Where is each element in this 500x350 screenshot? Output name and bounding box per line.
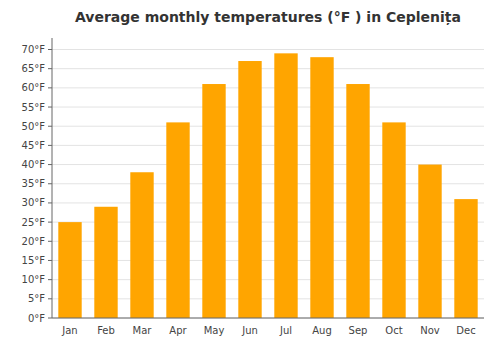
x-tick-label: Jul bbox=[279, 325, 292, 336]
x-tick-label: Aug bbox=[312, 325, 332, 336]
bar bbox=[382, 122, 405, 318]
bar bbox=[58, 222, 81, 318]
x-tick-label: Jan bbox=[61, 325, 77, 336]
y-tick bbox=[48, 318, 52, 319]
y-tick-label: 0°F bbox=[28, 313, 45, 324]
y-tick bbox=[48, 68, 52, 69]
bar bbox=[418, 165, 441, 318]
bar bbox=[274, 53, 297, 318]
bars bbox=[58, 53, 477, 318]
x-axis-line bbox=[52, 318, 484, 319]
x-tick-label: May bbox=[204, 325, 225, 336]
bar bbox=[166, 122, 189, 318]
grid-line bbox=[52, 49, 484, 50]
y-tick-label: 30°F bbox=[22, 197, 46, 208]
x-tick-label: Nov bbox=[420, 325, 440, 336]
bar bbox=[94, 207, 117, 318]
y-axis-line bbox=[52, 38, 53, 318]
x-tick-label: Apr bbox=[169, 325, 187, 336]
y-tick-label: 20°F bbox=[22, 236, 46, 247]
bar bbox=[310, 57, 333, 318]
y-tick bbox=[48, 222, 52, 223]
y-tick bbox=[48, 183, 52, 184]
x-tick-label: Jun bbox=[241, 325, 258, 336]
grid-line bbox=[52, 68, 484, 69]
y-tick-label: 55°F bbox=[22, 102, 46, 113]
bar bbox=[346, 84, 369, 318]
y-tick-label: 45°F bbox=[22, 140, 46, 151]
y-tick-label: 35°F bbox=[22, 178, 46, 189]
grid-line bbox=[52, 318, 484, 319]
y-tick bbox=[48, 126, 52, 127]
y-tick bbox=[48, 241, 52, 242]
y-axis: 0°F 5°F 10°F 15°F 20°F 25°F 30°F 35°F 40°F 45°F 50… bbox=[22, 38, 52, 324]
grid-line bbox=[52, 126, 484, 127]
bar bbox=[130, 172, 153, 318]
y-tick bbox=[48, 145, 52, 146]
x-tick-label: Feb bbox=[97, 325, 115, 336]
y-tick-label: 10°F bbox=[22, 274, 46, 285]
x-tick-label: Dec bbox=[456, 325, 475, 336]
y-tick-label: 70°F bbox=[22, 44, 46, 55]
y-tick bbox=[48, 87, 52, 88]
y-tick-label: 60°F bbox=[22, 82, 46, 93]
y-tick bbox=[48, 107, 52, 108]
y-tick-label: 25°F bbox=[22, 217, 46, 228]
y-tick-label: 65°F bbox=[22, 63, 46, 74]
grid-line bbox=[52, 145, 484, 146]
y-tick bbox=[48, 202, 52, 203]
grid-line bbox=[52, 107, 484, 108]
y-tick bbox=[48, 49, 52, 50]
bar bbox=[238, 61, 261, 318]
grid bbox=[52, 50, 484, 318]
bar bbox=[202, 84, 225, 318]
y-tick-label: 50°F bbox=[22, 121, 46, 132]
y-tick-label: 5°F bbox=[28, 293, 45, 304]
x-tick-label: Oct bbox=[385, 325, 402, 336]
y-tick bbox=[48, 164, 52, 165]
x-tick-label: Mar bbox=[133, 325, 153, 336]
x-tick-label: Sep bbox=[349, 325, 368, 336]
chart-container: Average monthly temperatures (°F ) in Ce… bbox=[0, 0, 500, 350]
y-tick bbox=[48, 298, 52, 299]
bar bbox=[454, 199, 477, 318]
chart: Average monthly temperatures (°F ) in Ce… bbox=[0, 0, 500, 350]
y-tick bbox=[48, 260, 52, 261]
title: Average monthly temperatures (°F ) in Ce… bbox=[75, 9, 461, 26]
y-tick-label: 40°F bbox=[22, 159, 46, 170]
grid-line bbox=[52, 87, 484, 88]
y-tick-label: 15°F bbox=[22, 255, 46, 266]
x-axis: Jan Feb Mar Apr May Jun Jul Aug Sep Oct Nov Dec bbox=[52, 318, 484, 336]
y-tick bbox=[48, 279, 52, 280]
